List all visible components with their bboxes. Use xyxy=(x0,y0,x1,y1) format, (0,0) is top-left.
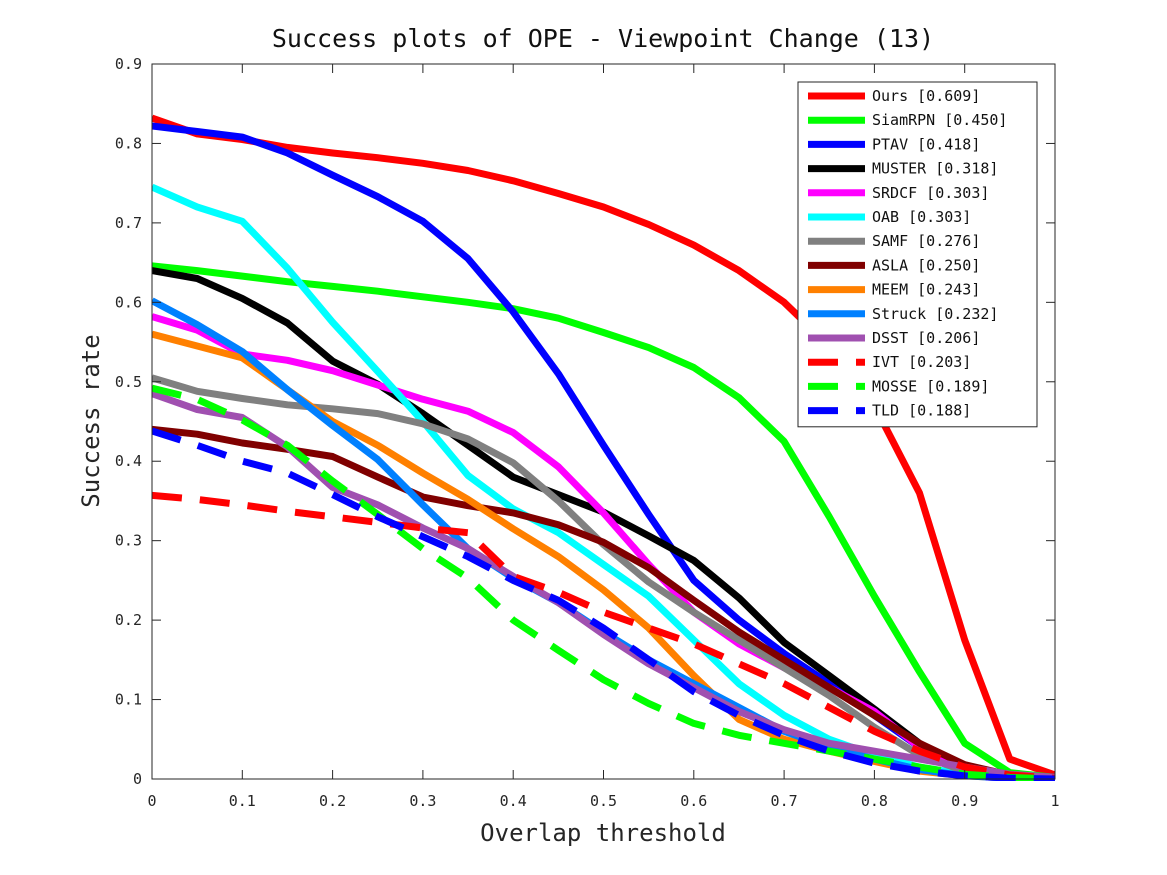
chart-title: Success plots of OPE - Viewpoint Change … xyxy=(272,24,934,53)
legend-label: SiamRPN [0.450] xyxy=(872,111,1007,129)
legend-label: Ours [0.609] xyxy=(872,87,980,105)
x-tick-label: 0.3 xyxy=(409,792,436,810)
legend-box xyxy=(797,81,1038,428)
legend-label: MOSSE [0.189] xyxy=(872,377,989,395)
legend-label: SAMF [0.276] xyxy=(872,232,980,250)
y-axis-title: Success rate xyxy=(77,334,105,507)
y-tick-label: 0.1 xyxy=(115,691,142,709)
legend-label: SRDCF [0.303] xyxy=(872,184,989,202)
legend-label: MEEM [0.243] xyxy=(872,281,980,299)
y-tick-label: 0 xyxy=(133,770,142,788)
y-tick-label: 0.7 xyxy=(115,214,142,232)
x-tick-label: 0 xyxy=(147,792,156,810)
x-tick-label: 0.7 xyxy=(771,792,798,810)
series-line-13 xyxy=(152,427,1055,781)
legend-label: DSST [0.206] xyxy=(872,329,980,347)
x-tick-label: 0.5 xyxy=(590,792,617,810)
y-tick-label: 0.3 xyxy=(115,532,142,550)
y-tick-label: 0.8 xyxy=(115,134,142,152)
y-tick-label: 0.9 xyxy=(115,55,142,73)
axes: 0 0.1 0.2 0.3 0.4 0.5 0.6 0.7 0.8 0.9 1 0 0.1 0.2 0.3 0… xyxy=(115,55,1060,810)
x-tick-label: 0.2 xyxy=(319,792,346,810)
series-line-0 xyxy=(152,114,1055,779)
plot-area xyxy=(152,114,1055,781)
x-tick-label: 0.1 xyxy=(229,792,256,810)
y-tick-label: 0.5 xyxy=(115,373,142,391)
x-axis-title: Overlap threshold xyxy=(480,819,726,847)
x-tick-label: 0.8 xyxy=(861,792,888,810)
x-tick-label: 1 xyxy=(1050,792,1059,810)
x-tick-label: 0.4 xyxy=(500,792,527,810)
x-tick-label: 0.6 xyxy=(680,792,707,810)
legend-label: PTAV [0.418] xyxy=(872,135,980,153)
legend-label: OAB [0.303] xyxy=(872,208,971,226)
y-tick-label: 0.6 xyxy=(115,293,142,311)
series-line-7 xyxy=(152,425,1055,781)
x-tick-label: 0.9 xyxy=(951,792,978,810)
legend: Ours [0.609] SiamRPN [0.450] PTAV [0.418] M… xyxy=(797,81,1038,428)
legend-label: IVT [0.203] xyxy=(872,353,971,371)
y-tick-label: 0.2 xyxy=(115,611,142,629)
legend-label: ASLA [0.250] xyxy=(872,256,980,274)
series-line-12 xyxy=(152,384,1055,781)
legend-label: Struck [0.232] xyxy=(872,305,998,323)
legend-label: MUSTER [0.318] xyxy=(872,160,998,178)
series-line-6 xyxy=(152,374,1055,781)
series-line-11 xyxy=(152,491,1055,781)
y-tick-label: 0.4 xyxy=(115,452,142,470)
legend-label: TLD [0.188] xyxy=(872,402,971,420)
